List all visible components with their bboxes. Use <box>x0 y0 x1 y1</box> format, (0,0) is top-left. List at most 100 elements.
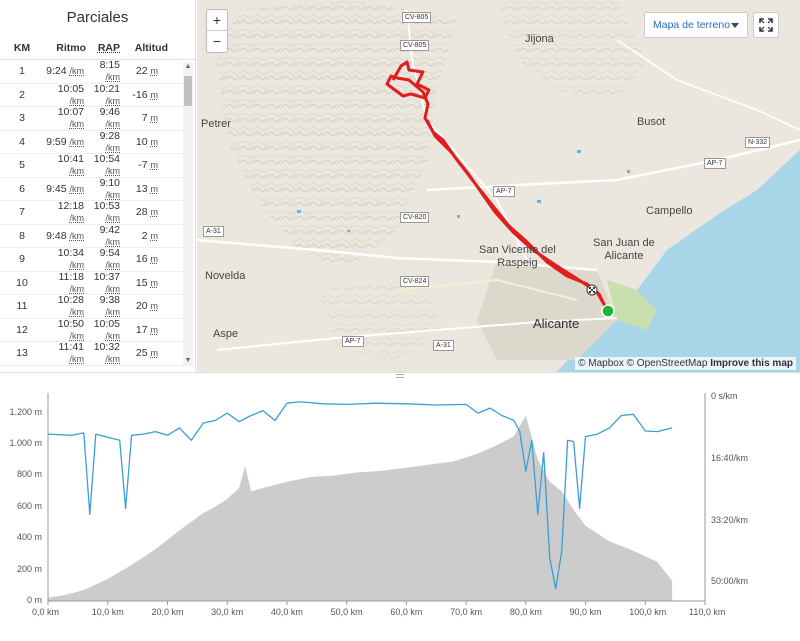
splits-scrollbar[interactable]: ▲ ▼ <box>183 62 193 366</box>
x-tick-label: 90,0 km <box>569 607 602 617</box>
split-pace-value: 12:18 <box>57 200 84 213</box>
map-type-dropdown[interactable]: Mapa de terreno <box>644 12 748 38</box>
caret-down-icon <box>731 23 739 28</box>
splits-list[interactable]: 1 9:24 /km 8:15 /km 22 m 2 10:05 /km 10:21 /km… <box>0 60 195 370</box>
split-row[interactable]: 2 10:05 /km 10:21 /km -16 m <box>0 83 195 107</box>
split-pace-value: 11:18 <box>58 270 85 283</box>
split-km-value: 11 <box>16 300 28 313</box>
split-pace-unit: /km <box>69 95 85 106</box>
scroll-down-icon[interactable]: ▼ <box>184 357 192 364</box>
split-row[interactable]: 11 10:28 /km 9:38 /km 20 m <box>0 294 195 319</box>
split-gap: 10:21 /km <box>84 83 120 107</box>
improve-map-link[interactable]: Improve this map <box>710 358 793 369</box>
fullscreen-button[interactable] <box>753 12 779 38</box>
split-gap: 9:46 /km <box>84 106 120 130</box>
park <box>607 280 657 330</box>
split-row[interactable]: 4 9:59 /km 9:28 /km 10 m <box>0 130 195 154</box>
zoom-control: + − <box>206 9 228 53</box>
split-pace: 10:07 /km <box>44 106 84 130</box>
split-pace-unit: /km <box>69 136 85 147</box>
urban-area <box>477 260 617 360</box>
split-km: 4 <box>0 136 44 148</box>
split-pace-value: 9:48 <box>46 229 67 242</box>
pace-tick-label: 50:00/km <box>711 576 749 587</box>
split-pace-unit: /km <box>69 260 85 271</box>
x-tick-label: 60,0 km <box>390 607 423 617</box>
road <box>616 39 800 131</box>
split-elevation-unit: m <box>150 136 159 147</box>
split-gap-value: 9:28 <box>99 129 120 142</box>
split-gap-value: 9:46 <box>99 106 120 119</box>
split-gap-unit: /km <box>105 354 121 365</box>
elevation-tick-label: 400 m <box>16 532 42 543</box>
split-elevation-value: 22 <box>135 65 148 78</box>
split-gap-unit: /km <box>105 119 121 130</box>
split-elevation: 28 m <box>120 206 176 218</box>
osm-link[interactable]: © OpenStreetMap <box>626 358 708 369</box>
split-pace-unit: /km <box>69 183 85 194</box>
split-row[interactable]: 3 10:07 /km 9:46 /km 7 m <box>0 106 195 131</box>
panel-resize-handle[interactable] <box>0 372 800 380</box>
elevation-pace-chart[interactable]: 0,0 km 10,0 km 20,0 km 30,0 km 40,0 km 50,0 k… <box>0 381 800 636</box>
map-canvas <box>197 0 800 372</box>
split-pace-value: 11:41 <box>58 341 85 354</box>
split-row[interactable]: 12 10:50 /km 10:05 /km 17 m <box>0 317 195 342</box>
split-gap: 10:37 /km <box>84 271 120 295</box>
split-km: 7 <box>0 206 44 218</box>
split-gap: 9:28 /km <box>84 130 120 154</box>
scroll-up-icon[interactable]: ▲ <box>184 63 192 70</box>
split-row[interactable]: 7 12:18 /km 10:53 /km 28 m <box>0 200 195 225</box>
split-pace-unit: /km <box>69 330 85 341</box>
split-pace-value: 10:50 <box>57 317 84 330</box>
split-row[interactable]: 9 10:34 /km 9:54 /km 16 m <box>0 247 195 272</box>
split-pace: 11:18 /km <box>44 270 85 295</box>
mapbox-link[interactable]: © Mapbox <box>578 358 624 369</box>
split-row[interactable]: 10 11:18 /km 10:37 /km 15 m <box>0 270 195 295</box>
place-jijona: Jijona <box>525 33 554 45</box>
split-km: 2 <box>0 89 44 101</box>
split-elevation-unit: m <box>150 230 159 241</box>
elevation-tick-label: 1.200 m <box>9 406 42 417</box>
split-row[interactable]: 13 11:41 /km 10:32 /km 25 m <box>0 341 195 366</box>
split-gap-value: 10:21 <box>93 82 120 95</box>
split-pace-value: 10:05 <box>57 82 84 95</box>
split-gap-unit: /km <box>105 307 121 318</box>
header-km: KM <box>13 41 31 54</box>
split-elevation-unit: m <box>150 301 159 312</box>
split-km-value: 10 <box>16 276 28 289</box>
scroll-thumb[interactable] <box>184 76 192 106</box>
route-map[interactable]: Jijona Petrer Busot Campello San Vicente… <box>197 0 800 372</box>
zoom-in-button[interactable]: + <box>207 10 227 31</box>
split-pace-value: 9:45 <box>46 182 67 195</box>
split-gap-unit: /km <box>105 330 121 341</box>
split-gap-value: 10:32 <box>93 341 120 354</box>
elevation-tick-label: 0 m <box>26 595 42 605</box>
place-san-vicente: San Vicente del Raspeig <box>479 244 556 269</box>
road-label: CV-820 <box>400 212 430 223</box>
split-pace: 10:05 /km <box>44 83 84 107</box>
split-gap-value: 9:54 <box>99 247 120 260</box>
split-gap-unit: /km <box>105 72 121 83</box>
split-gap-value: 10:37 <box>93 270 120 283</box>
split-pace-value: 10:07 <box>57 106 84 119</box>
split-gap-value: 10:53 <box>93 200 120 213</box>
split-gap: 9:38 /km <box>84 294 120 318</box>
split-row[interactable]: 6 9:45 /km 9:10 /km 13 m <box>0 177 195 201</box>
split-gap-unit: /km <box>105 142 121 153</box>
zoom-out-button[interactable]: − <box>212 33 222 49</box>
split-elevation-value: 28 <box>135 206 148 219</box>
route-line <box>385 60 607 307</box>
header-pace: Ritmo <box>56 41 86 54</box>
split-row[interactable]: 5 10:41 /km 10:54 /km -7 m <box>0 153 195 178</box>
split-km-value: 9 <box>19 253 25 266</box>
split-elevation: 7 m <box>120 112 176 124</box>
split-row[interactable]: 1 9:24 /km 8:15 /km 22 m <box>0 60 195 84</box>
road-label: CV-805 <box>402 12 432 23</box>
split-elevation-value: 25 <box>135 347 148 360</box>
split-row[interactable]: 8 9:48 /km 9:42 /km 2 m <box>0 224 195 248</box>
start-marker <box>601 304 615 318</box>
profile-canvas <box>47 393 706 605</box>
fullscreen-icon <box>759 18 773 32</box>
split-km: 6 <box>0 183 44 195</box>
header-gap[interactable]: RAP <box>97 41 120 54</box>
